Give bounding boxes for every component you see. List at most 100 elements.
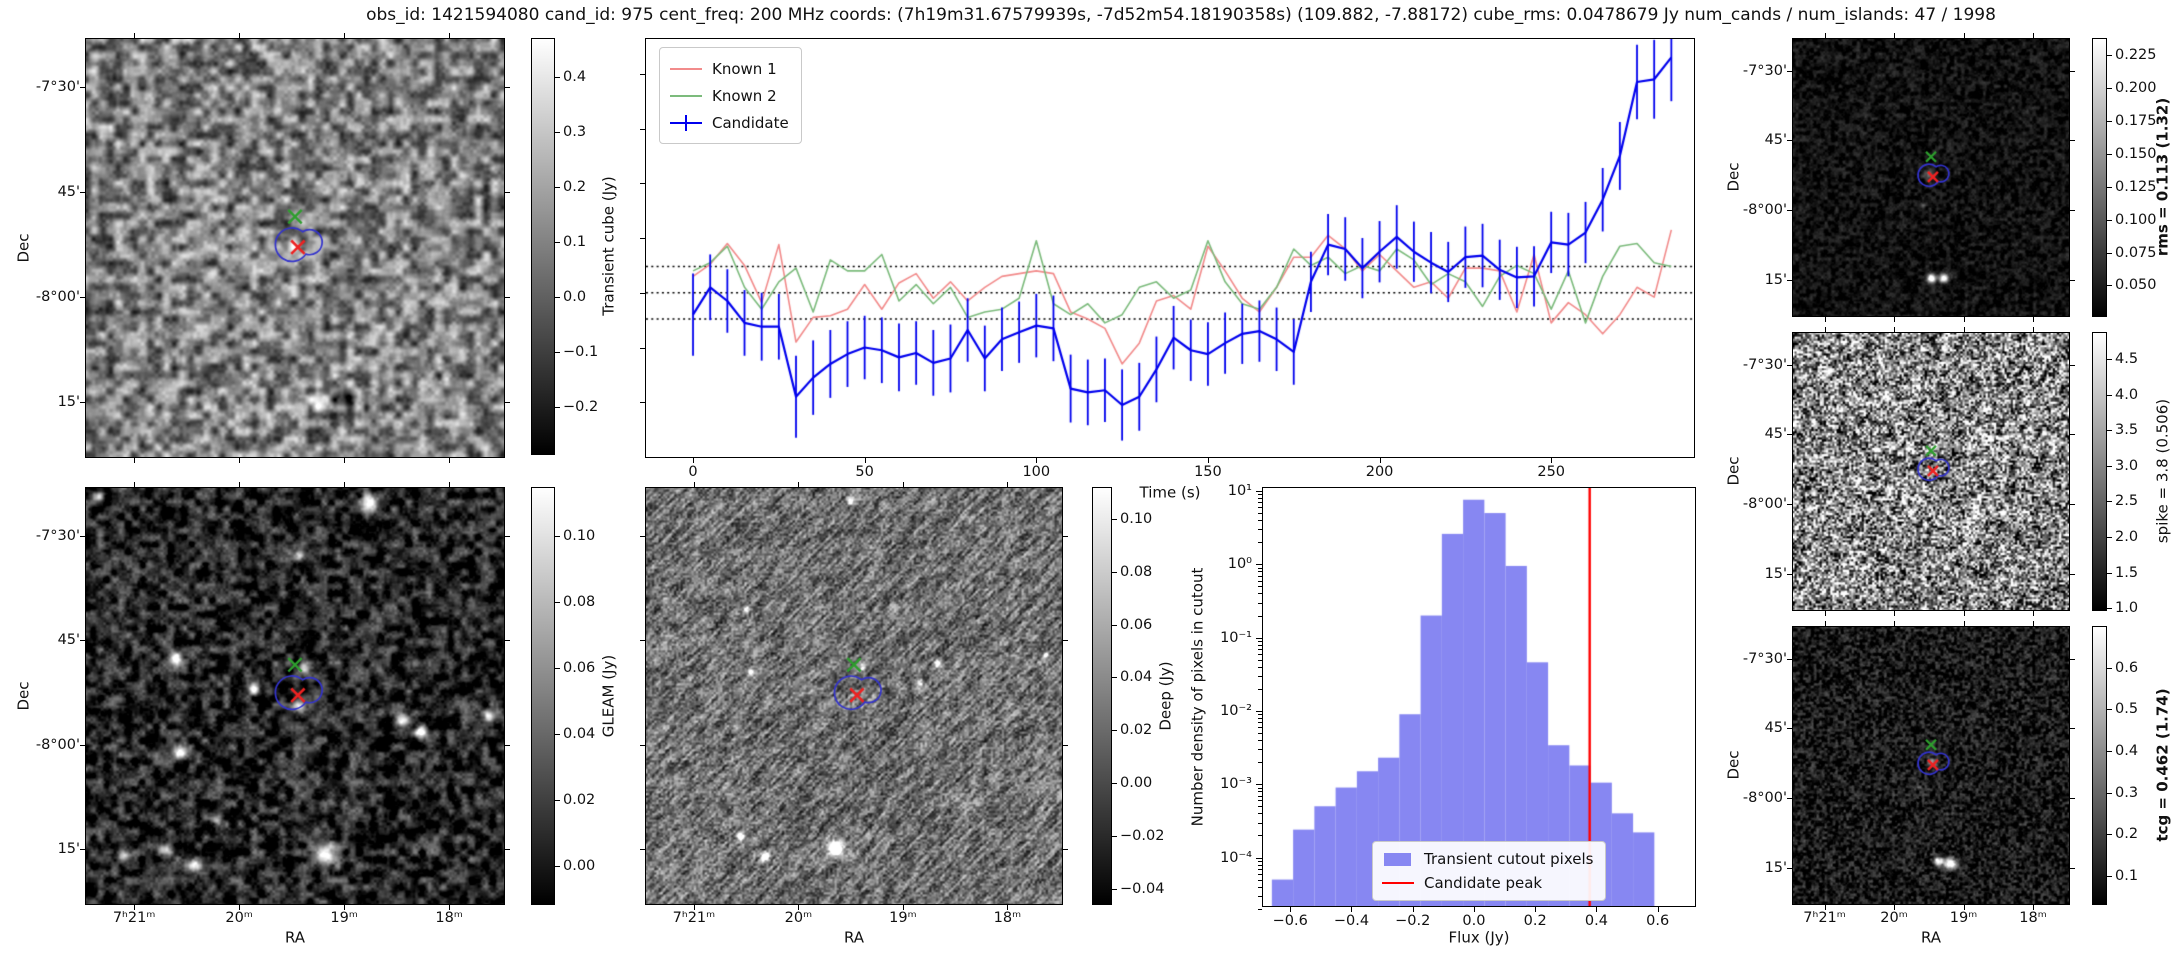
axis-tick [1963, 317, 1965, 322]
colorbar-tick-label: 3.5 [2115, 421, 2139, 438]
axis-tick [902, 482, 904, 487]
axis-tick [134, 458, 136, 463]
dec-tick-label: 15' [1764, 859, 1787, 876]
axis-tick [640, 744, 645, 746]
axis-tick [505, 640, 510, 642]
axis-tick [449, 482, 451, 487]
tcg-colorbar [2092, 626, 2107, 905]
figure-title: obs_id: 1421594080 cand_id: 975 cent_fre… [366, 5, 1996, 25]
axis-tick [1258, 571, 1262, 573]
colorbar-label-rms: rms = 0.113 (1.32) [2153, 97, 2172, 257]
axis-tick [1412, 907, 1414, 912]
dec-tick-label: 45' [1764, 426, 1787, 443]
dec-tick-label: 15' [1764, 565, 1787, 582]
axis-tick [1787, 504, 1792, 506]
axis-tick [1551, 458, 1553, 463]
colorbar-tick-label: −0.1 [563, 343, 599, 360]
axis-tick [2107, 153, 2112, 155]
axis-tick [1063, 744, 1068, 746]
spike-map-image [1793, 333, 2069, 610]
colorbar-tick-label: 0.02 [1120, 722, 1153, 739]
axis-tick [2107, 186, 2112, 188]
axis-tick [1007, 905, 1009, 910]
time-axis-label: Time (s) [1139, 483, 1201, 502]
dec-tick-label: -7°30' [1742, 356, 1787, 373]
axis-tick [2107, 55, 2112, 57]
axis-tick [1258, 727, 1262, 729]
axis-tick [1894, 33, 1896, 38]
colorbar-tick-label: 1.0 [2115, 599, 2139, 616]
axis-tick [1258, 653, 1262, 655]
axis-tick [1258, 762, 1262, 764]
axis-tick [640, 292, 645, 294]
axis-tick [555, 352, 560, 354]
axis-tick [2070, 867, 2075, 869]
colorbar-tick-label: 0.200 [2115, 79, 2157, 96]
axis-tick [1894, 611, 1896, 616]
axis-tick [1258, 593, 1262, 595]
axis-tick [1787, 434, 1792, 436]
axis-tick [1258, 714, 1262, 716]
axis-tick [1258, 879, 1262, 881]
axis-tick [640, 402, 645, 404]
axis-tick [80, 849, 85, 851]
axis-tick [1963, 33, 1965, 38]
axis-tick [1258, 513, 1262, 515]
axis-tick [505, 744, 510, 746]
axis-tick [1258, 567, 1262, 569]
dec-axis-label-rms: Dec [1724, 162, 1743, 192]
dec-tick-label: -8°00' [1742, 789, 1787, 806]
axis-tick [1824, 317, 1826, 322]
legend-label-known1: Known 1 [712, 59, 777, 78]
axis-tick [239, 905, 241, 910]
axis-tick [1258, 886, 1262, 888]
axis-tick [2107, 219, 2112, 221]
axis-tick [1258, 895, 1262, 897]
axis-tick [2107, 536, 2112, 538]
axis-tick [1112, 624, 1117, 626]
axis-tick [693, 482, 695, 487]
colorbar-tick-label: 2.5 [2115, 493, 2139, 510]
axis-tick [1787, 210, 1792, 212]
axis-tick [1258, 580, 1262, 582]
axis-tick [693, 458, 695, 463]
axis-tick [239, 33, 241, 38]
axis-tick [1258, 666, 1262, 668]
axis-tick [80, 87, 85, 89]
dec-axis-label-gleam: Dec [14, 681, 33, 711]
legend-entry-known2: Known 2 [670, 82, 789, 109]
axis-tick [80, 192, 85, 194]
colorbar-tick-label: 0.1 [563, 233, 587, 250]
ra-axis-label-deep: RA [843, 928, 865, 947]
axis-tick [1258, 732, 1262, 734]
tcg-map-image [1793, 627, 2069, 904]
axis-tick [1258, 498, 1262, 500]
ra-tick-label: 18ᵐ [435, 909, 463, 926]
axis-tick [902, 905, 904, 910]
colorbar-tick-label: 4.5 [2115, 350, 2139, 367]
axis-tick [1258, 822, 1262, 824]
colorbar-tick-label: 0.3 [2115, 784, 2139, 801]
colorbar-tick-label: 0.06 [563, 659, 596, 676]
axis-tick [1787, 573, 1792, 575]
axis-tick [2107, 667, 2112, 669]
dec-tick-label: -8°00' [35, 736, 80, 753]
axis-tick [1824, 905, 1826, 910]
axis-tick [1207, 458, 1209, 463]
colorbar-label-spike: spike = 3.8 (0.506) [2153, 398, 2172, 544]
colorbar-tick-label: 0.225 [2115, 46, 2157, 63]
histogram-ylabel: Number density of pixels in cutout [1188, 567, 1207, 827]
axis-tick [134, 482, 136, 487]
lightcurve-legend: Known 1 Known 2 Candidate [659, 47, 802, 144]
ra-tick-label: 18ᵐ [2019, 909, 2047, 926]
axis-tick [1258, 688, 1262, 690]
known2-line-sample [670, 87, 702, 105]
axis-tick [344, 458, 346, 463]
dec-tick-label: 45' [57, 183, 80, 200]
axis-tick [1112, 677, 1117, 679]
axis-tick [2033, 317, 2035, 322]
axis-tick [1258, 675, 1262, 677]
axis-tick [555, 799, 560, 801]
axis-tick [505, 87, 510, 89]
flux-axis-label: Flux (Jy) [1448, 928, 1510, 947]
